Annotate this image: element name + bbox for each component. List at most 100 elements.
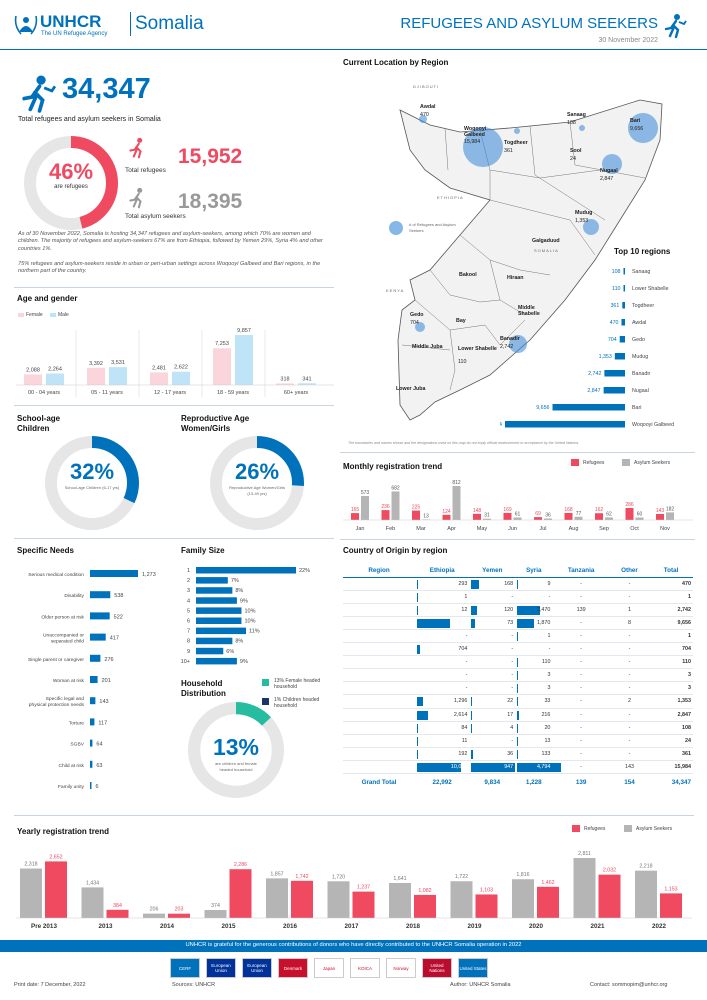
refugees-donut (24, 136, 118, 230)
asylum-small-icon (129, 187, 143, 209)
yearly-value-ref: 384 (113, 903, 122, 909)
map-region-label: Togdheer (504, 140, 528, 146)
family-size-label: 5 (187, 608, 190, 614)
origin-bar (471, 762, 516, 772)
map-region-value: 470 (420, 112, 429, 118)
monthly-value-ref: 124 (442, 509, 451, 515)
age-bar-male (298, 383, 316, 385)
origin-cell: 139 (552, 603, 610, 617)
origin-cell: 22 (469, 694, 516, 709)
origin-row: --1--1 (343, 629, 693, 644)
yearly-value-ref: 2,652 (49, 854, 62, 860)
monthly-bar-ref (381, 510, 390, 520)
origin-cell: - (552, 681, 610, 696)
map-region-label: Sanaag (567, 112, 586, 118)
need-bar (90, 633, 106, 641)
monthly-value-asy: 62 (606, 511, 612, 517)
family-value: 9% (240, 659, 248, 665)
origin-cell: - (469, 734, 516, 748)
origin-cell: 84 (415, 721, 470, 735)
month-label: Jan (356, 526, 365, 532)
family-size-label: 3 (187, 588, 190, 594)
yearly-value-asy: 374 (211, 903, 220, 909)
year-label: 2020 (529, 923, 544, 930)
origin-cell: - (415, 629, 470, 644)
origin-cell: 947 (469, 760, 516, 775)
need-label: Woman at risk (53, 678, 85, 684)
origin-header: Yemen (469, 564, 516, 578)
origin-header: Syria (515, 564, 553, 578)
origin-cell (343, 642, 415, 657)
map-title: Current Location by Region (343, 58, 449, 67)
origin-bar (517, 723, 519, 733)
asylum-value: 18,395 (178, 190, 243, 213)
top10-bar (505, 421, 625, 428)
map-region-label: Galgaduud (532, 238, 560, 244)
origin-cell: 11 (415, 734, 470, 748)
yearly-value-ref: 1,103 (480, 887, 493, 893)
family-value: 7% (231, 578, 239, 584)
family-bar (196, 637, 233, 645)
top10-region: Banadir (632, 371, 650, 377)
origin-cell: 4 (469, 721, 516, 735)
family-size-label: 9 (187, 649, 190, 655)
yearly-bar-asy (512, 879, 534, 918)
yearly-bar-asy (20, 868, 42, 918)
yearly-legend-asy: Asylum Seekers (636, 826, 673, 832)
month-label: Mar (416, 526, 426, 532)
age-value-female: 318 (280, 376, 289, 382)
need-value: 64 (96, 742, 102, 748)
map-region-label: Awdal (420, 104, 436, 110)
header: UNHCR The UN Refugee Agency Somalia REFU… (0, 0, 707, 50)
monthly-bar-ref (442, 514, 451, 520)
origin-bar (517, 762, 562, 772)
origin-bar (471, 723, 473, 733)
need-label: Serious medical condition (28, 572, 84, 578)
need-bar (90, 718, 95, 726)
monthly-bar-ref (625, 508, 634, 520)
school-label: School-age Children (6-17 yrs) (64, 485, 120, 490)
origin-total-cell: 34,347 (671, 779, 691, 787)
yearly-value-ref: 2,032 (603, 868, 616, 874)
need-value: 63 (96, 763, 102, 769)
origin-cell: - (552, 747, 610, 761)
origin-cell: - (552, 629, 610, 644)
monthly-value-ref: 168 (564, 507, 573, 513)
origin-row: 10,080 947 4,794-143 15,984 (343, 760, 693, 775)
summary-paragraph-2: 75% refugees and asylum-seekers reside i… (18, 261, 321, 275)
age-bar-female (87, 367, 105, 385)
donor-logo: European Union (242, 958, 272, 978)
origin-cell: - (469, 681, 516, 696)
origin-bar (417, 762, 461, 772)
map-region-label: Bari (630, 118, 641, 124)
monthly-bar-asy (605, 517, 613, 520)
need-label: Family unity (58, 784, 85, 790)
origin-cell: 133 (515, 747, 553, 761)
origin-cell: 1,296 (415, 694, 470, 709)
family-size-chart: 1 22% 2 7% 3 8% 4 9% 5 10% 6 10% 7 11% 8 8% 9 6% 10+ 9% (181, 567, 310, 665)
need-value: 417 (110, 636, 119, 642)
family-value: 8% (235, 639, 243, 645)
origin-cell: 192 (415, 747, 470, 761)
origin-cell (343, 655, 415, 670)
family-value: 22% (299, 568, 310, 574)
origin-row: 11-13- -24 (343, 734, 693, 748)
top10-value: 2,847 (587, 388, 600, 394)
refugee-small-icon (129, 137, 143, 159)
map-region-label: Bakool (459, 272, 477, 278)
map-region-label: Mudug (575, 210, 593, 216)
top10-bar (623, 268, 625, 275)
monthly-value-asy: 36 (545, 512, 551, 518)
logo-tagline: The UN Refugee Agency (41, 31, 108, 37)
map-bubble (583, 219, 599, 235)
map-region-label: Bay (456, 318, 466, 324)
household-legend-children: 1% Children headed household (274, 697, 320, 709)
origin-cell: 293 (415, 577, 470, 591)
monthly-legend-asy: Asylum Seekers (634, 460, 671, 466)
origin-cell: 1 (649, 629, 693, 644)
map-region-value: 361 (504, 148, 513, 154)
need-value: 143 (99, 699, 108, 705)
age-bar-female (276, 383, 294, 385)
family-size-label: 6 (187, 619, 190, 625)
household-title-2: Distribution (181, 689, 226, 698)
